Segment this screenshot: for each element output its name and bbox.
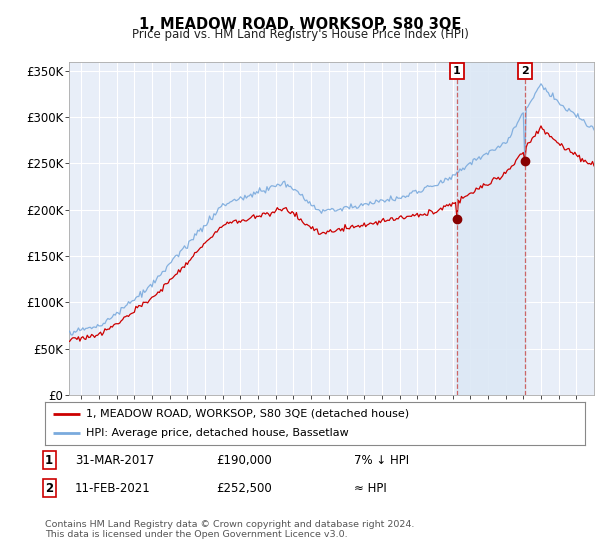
Text: 1, MEADOW ROAD, WORKSOP, S80 3QE (detached house): 1, MEADOW ROAD, WORKSOP, S80 3QE (detach… <box>86 409 409 419</box>
Text: 2: 2 <box>45 482 53 494</box>
Text: Price paid vs. HM Land Registry's House Price Index (HPI): Price paid vs. HM Land Registry's House … <box>131 28 469 41</box>
Text: 11-FEB-2021: 11-FEB-2021 <box>75 482 151 494</box>
Text: ≈ HPI: ≈ HPI <box>354 482 387 494</box>
Text: 2: 2 <box>521 66 529 76</box>
Text: 31-MAR-2017: 31-MAR-2017 <box>75 454 154 466</box>
Text: Contains HM Land Registry data © Crown copyright and database right 2024.
This d: Contains HM Land Registry data © Crown c… <box>45 520 415 539</box>
Text: 1: 1 <box>45 454 53 466</box>
Bar <box>457 62 526 395</box>
Text: £252,500: £252,500 <box>216 482 272 494</box>
Text: HPI: Average price, detached house, Bassetlaw: HPI: Average price, detached house, Bass… <box>86 428 348 438</box>
Text: 1: 1 <box>453 66 461 76</box>
Text: £190,000: £190,000 <box>216 454 272 466</box>
Text: 7% ↓ HPI: 7% ↓ HPI <box>354 454 409 466</box>
Text: 1, MEADOW ROAD, WORKSOP, S80 3QE: 1, MEADOW ROAD, WORKSOP, S80 3QE <box>139 17 461 32</box>
